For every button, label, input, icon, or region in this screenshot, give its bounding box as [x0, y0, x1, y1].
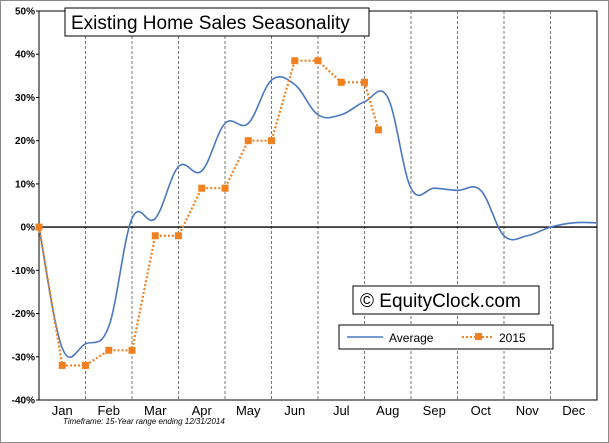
series-2015-marker: [291, 57, 299, 65]
legend-2015-label: 2015: [499, 331, 526, 345]
timeframe-footnote: Timeframe: 15-Year range ending 12/31/20…: [63, 417, 225, 426]
y-tick-label: -40%: [12, 396, 35, 407]
series-2015-marker: [128, 346, 136, 354]
x-tick-label: Nov: [516, 403, 540, 418]
series-2015-marker: [151, 232, 159, 240]
watermark-text: © EquityClock.com: [360, 291, 521, 312]
series-2015-marker: [244, 137, 252, 145]
y-tick-label: 30%: [15, 93, 35, 104]
y-tick-label: -20%: [12, 309, 35, 320]
series-2015-marker: [361, 78, 368, 86]
y-tick-label: -10%: [12, 266, 35, 277]
x-axis: Jan Feb Mar Apr May Jun Jul Aug Sep Oct Nov Dec: [52, 403, 586, 418]
y-tick-label: -30%: [12, 352, 35, 363]
series-2015-marker: [175, 232, 182, 240]
series-2015-marker: [337, 78, 345, 86]
watermark-box: © EquityClock.com: [352, 285, 540, 315]
x-tick-label: Jan: [52, 403, 73, 418]
x-tick-label: Apr: [192, 403, 213, 418]
y-axis: 50% 40% 30% 20% 10% 0% -10% -20% -30% -40%: [12, 7, 39, 407]
series-2015-marker: [374, 126, 382, 134]
series-average-line: [38, 76, 598, 358]
y-tick-label: 40%: [15, 50, 35, 61]
series-2015-marker: [35, 223, 43, 231]
legend-average-label: Average: [389, 331, 434, 345]
legend: Average 2015: [338, 324, 554, 350]
x-tick-label: Feb: [98, 403, 120, 418]
x-tick-label: Aug: [376, 403, 399, 418]
series-2015-marker: [268, 137, 275, 145]
chart-title-box: Existing Home Sales Seasonality: [64, 7, 370, 37]
x-tick-label: Dec: [562, 403, 586, 418]
chart-title: Existing Home Sales Seasonality: [71, 13, 350, 34]
series-2015-marker: [198, 184, 206, 192]
x-tick-label: May: [236, 403, 261, 418]
y-tick-label: 10%: [15, 179, 35, 190]
x-tick-label: Jul: [333, 403, 350, 418]
series-2015-marker: [314, 57, 322, 65]
series-2015-marker: [58, 361, 66, 369]
series-2015-marker: [82, 361, 89, 369]
series-2015-marker: [105, 346, 113, 354]
series-layer: [35, 57, 598, 369]
x-tick-label: Sep: [423, 403, 446, 418]
x-tick-label: Mar: [144, 403, 167, 418]
series-2015-line: [37, 59, 380, 367]
x-tick-label: Oct: [471, 403, 492, 418]
y-tick-label: 0%: [21, 223, 36, 234]
x-tick-label: Jun: [284, 403, 305, 418]
series-2015-marker: [221, 184, 229, 192]
grid-lines: [39, 11, 597, 400]
y-tick-label: 50%: [15, 7, 35, 18]
legend-2015-marker: [475, 333, 482, 340]
y-tick-label: 20%: [15, 136, 35, 147]
